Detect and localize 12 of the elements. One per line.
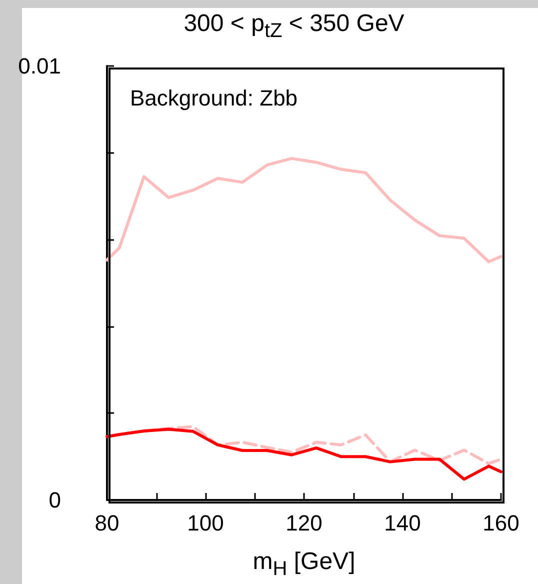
y-tick-label: 0: [48, 488, 61, 512]
x-tick-label: 80: [94, 510, 120, 536]
x-tick-label: 140: [384, 510, 421, 536]
line-series: [106, 428, 502, 481]
x-tick-label: 120: [286, 510, 322, 536]
y-tick-label: 0.01: [18, 54, 61, 78]
x-tick-label: 160: [482, 510, 520, 536]
line-series: [106, 156, 502, 264]
chart-title: 300 < p$_{tZ}$ < 350 GeV: [182, 10, 406, 43]
annotation: Background: Zbb: [130, 86, 298, 110]
x-tick-label: 100: [187, 510, 224, 536]
x-axis-title: m$_{H}$ [GeV]: [252, 548, 356, 581]
